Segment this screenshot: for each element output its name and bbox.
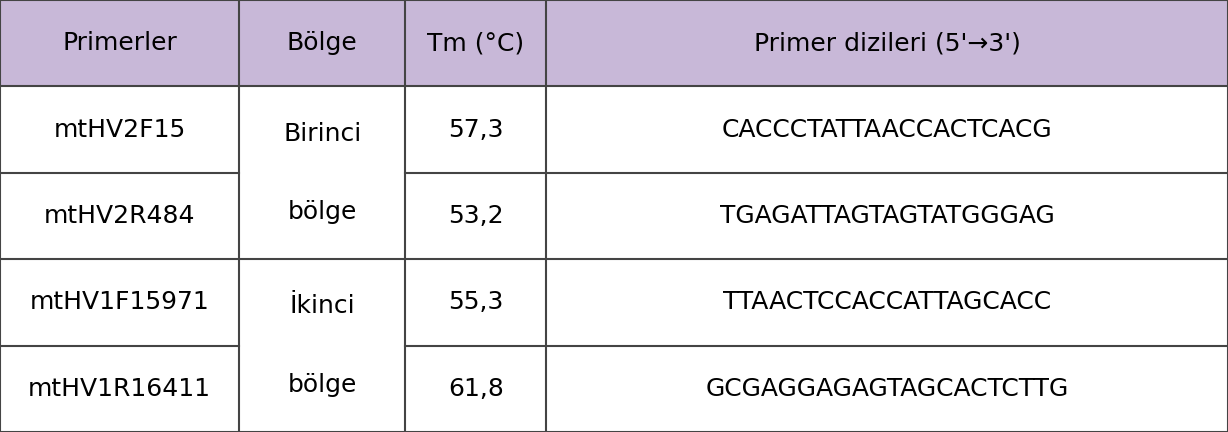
Bar [405,346,546,432]
Bar [405,0,546,86]
Bar [0,86,239,173]
Text: Tm (°C): Tm (°C) [427,31,524,55]
Bar [239,86,405,259]
Text: 53,2: 53,2 [448,204,503,228]
Bar [405,173,546,259]
Text: 61,8: 61,8 [448,377,503,401]
Text: Birinci

bölge: Birinci bölge [284,121,361,224]
Bar [239,0,405,86]
Bar [0,346,239,432]
Bar [405,259,546,346]
Text: TGAGATTAGTAGTATGGGAG: TGAGATTAGTAGTATGGGAG [720,204,1055,228]
Text: mtHV1F15971: mtHV1F15971 [29,290,210,314]
Text: Primerler: Primerler [63,31,177,55]
Text: Primer dizileri (5'→3'): Primer dizileri (5'→3') [754,31,1020,55]
Text: mtHV2F15: mtHV2F15 [54,118,185,142]
Bar [546,86,1228,173]
Text: İkinci

bölge: İkinci bölge [287,294,357,397]
Bar [0,0,239,86]
Bar [239,259,405,432]
Bar [546,346,1228,432]
Bar [0,173,239,259]
Bar [546,259,1228,346]
Bar [405,86,546,173]
Text: CACCCTATTAACCACTCACG: CACCCTATTAACCACTCACG [722,118,1052,142]
Text: mtHV1R16411: mtHV1R16411 [28,377,211,401]
Bar [0,259,239,346]
Text: Bölge: Bölge [287,31,357,55]
Bar [546,173,1228,259]
Text: GCGAGGAGAGTAGCACTCTTG: GCGAGGAGAGTAGCACTCTTG [706,377,1068,401]
Text: 55,3: 55,3 [448,290,503,314]
Bar [546,0,1228,86]
Text: TTAACTCCACCATTAGCACC: TTAACTCCACCATTAGCACC [723,290,1051,314]
Text: 57,3: 57,3 [448,118,503,142]
Text: mtHV2R484: mtHV2R484 [44,204,195,228]
